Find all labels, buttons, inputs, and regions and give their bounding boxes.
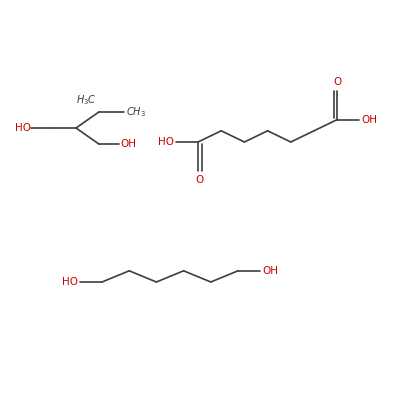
Text: HO: HO bbox=[62, 277, 78, 287]
Text: HO: HO bbox=[158, 137, 174, 147]
Text: $CH_3$: $CH_3$ bbox=[126, 105, 146, 119]
Text: OH: OH bbox=[120, 139, 136, 149]
Text: OH: OH bbox=[361, 114, 377, 124]
Text: OH: OH bbox=[262, 266, 278, 276]
Text: O: O bbox=[333, 77, 341, 87]
Text: $H_3C$: $H_3C$ bbox=[76, 93, 97, 107]
Text: HO: HO bbox=[15, 123, 31, 133]
Text: O: O bbox=[196, 175, 204, 185]
